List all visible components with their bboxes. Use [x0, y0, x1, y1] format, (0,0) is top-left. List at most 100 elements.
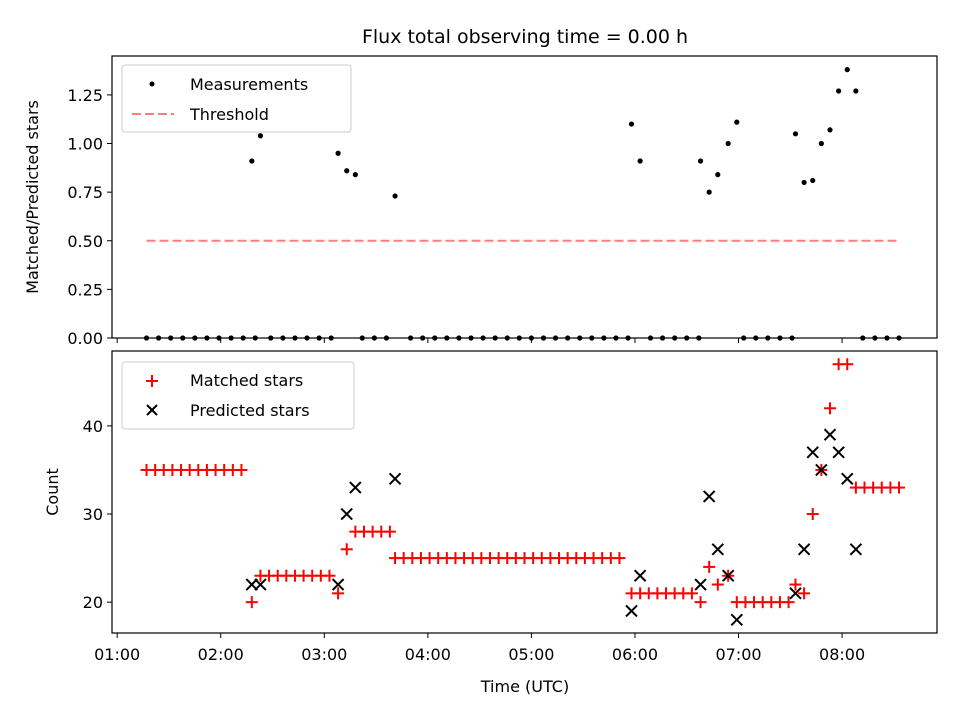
predicted-star-point: [832, 446, 845, 459]
measurement-point: [792, 131, 799, 137]
measurement-point: [268, 335, 274, 341]
measurement-point: [637, 158, 643, 164]
measurement-point: [765, 335, 771, 341]
measurement-point: [844, 67, 850, 73]
measurement-point: [516, 335, 522, 341]
measurement-point: [853, 88, 859, 94]
bottom-y-tick-label: 40: [83, 417, 103, 436]
predicted-star-point: [823, 428, 837, 441]
predicted-star-point: [815, 463, 828, 477]
bottom-x-tick-label: 01:00: [94, 645, 140, 664]
measurement-point: [715, 172, 721, 178]
measurement-point: [304, 335, 310, 341]
bottom-series: [140, 358, 906, 626]
matched-star-point: [323, 569, 336, 582]
measurement-point: [777, 335, 783, 341]
predicted-star-point: [789, 587, 802, 600]
predicted-star-point: [388, 472, 402, 485]
predicted-star-point: [633, 569, 647, 582]
measurement-point: [204, 335, 210, 341]
bottom-legend-box: [121, 361, 355, 430]
measurement-point: [328, 335, 334, 341]
measurement-point: [344, 168, 350, 174]
measurement-point: [156, 335, 162, 341]
matched-star-point: [893, 481, 906, 494]
bottom-x-tick-label: 05:00: [508, 645, 554, 664]
measurement-point: [860, 335, 866, 341]
matched-star-point: [782, 596, 795, 609]
matched-star-point: [823, 402, 836, 415]
measurement-point: [456, 335, 462, 341]
measurement-point: [407, 335, 414, 341]
measurement-point: [589, 335, 595, 341]
measurement-point: [316, 335, 322, 341]
measurement-point: [252, 335, 258, 341]
top-y-ticks: 0.00 0.25 0.50 0.75 1.00 1.25: [67, 86, 112, 348]
measurement-point: [371, 335, 377, 341]
predicted-star-point: [721, 569, 735, 582]
measurement-point: [818, 140, 824, 147]
matched-star-point: [235, 463, 248, 476]
matched-star-point: [694, 596, 707, 609]
matched-star-point: [789, 578, 802, 591]
predicted-star-point: [349, 481, 362, 494]
top-y-tick-label: 0.75: [67, 183, 103, 202]
matched-star-point: [841, 358, 854, 371]
top-plot-frame: [111, 55, 938, 339]
measurement-point: [659, 335, 666, 341]
top-y-tick-label: 0.25: [67, 280, 103, 299]
predicted-star-point: [797, 543, 811, 556]
predicted-star-point: [806, 446, 819, 459]
measurement-point: [672, 335, 678, 341]
legend-predicted-label: Predicted stars: [190, 401, 310, 420]
measurement-point: [601, 335, 607, 341]
measurement-point: [468, 335, 474, 341]
bottom-y-tick-label: 20: [83, 593, 103, 612]
measurement-point: [741, 335, 747, 341]
predicted-star-point: [254, 578, 267, 591]
matched-star-point: [340, 543, 353, 556]
matched-star-point: [806, 508, 819, 521]
measurement-point: [613, 335, 619, 341]
bottom-x-axis-label: Time (UTC): [480, 677, 569, 696]
matched-star-point: [245, 596, 258, 609]
bottom-y-ticks: 20 30 40: [83, 417, 112, 612]
top-y-tick-label: 1.00: [67, 135, 103, 154]
measurement-point: [684, 335, 690, 341]
measurement-point: [577, 335, 583, 341]
legend-matched-marker: [146, 375, 158, 387]
measurement-point: [625, 335, 631, 341]
matched-star-point: [703, 560, 716, 573]
measurement-point: [444, 335, 450, 341]
measurement-point: [706, 189, 712, 195]
measurement-point: [810, 177, 816, 184]
measurement-point: [359, 335, 365, 341]
legend-measurements-marker: [149, 81, 155, 87]
top-y-tick-label: 0.50: [67, 232, 103, 251]
measurement-point: [628, 121, 635, 127]
measurement-point: [420, 335, 426, 341]
top-legend-box: [121, 64, 352, 133]
measurement-point: [896, 335, 902, 341]
legend-threshold-label: Threshold: [189, 105, 269, 124]
measurement-point: [392, 193, 398, 199]
bottom-plot-frame: [111, 350, 938, 634]
measurement-point: [280, 335, 286, 341]
bottom-x-tick-label: 02:00: [198, 645, 244, 664]
measurement-point: [180, 335, 186, 341]
measurement-point: [801, 179, 807, 186]
measurement-point: [697, 158, 704, 164]
bottom-y-tick-label: 30: [83, 505, 103, 524]
measurement-point: [504, 335, 510, 341]
measurement-point: [240, 335, 246, 341]
flux-ratio-chart: Flux total observing time = 0.00 h 0.000…: [23, 26, 938, 348]
matched-star-point: [711, 578, 724, 591]
legend-predicted-marker: [146, 404, 158, 416]
top-x-ticks: [116, 338, 843, 343]
measurement-point: [696, 335, 702, 341]
measurement-point: [352, 172, 358, 178]
top-series: [143, 67, 902, 341]
matched-star-point: [332, 587, 345, 600]
measurement-point: [335, 150, 341, 156]
